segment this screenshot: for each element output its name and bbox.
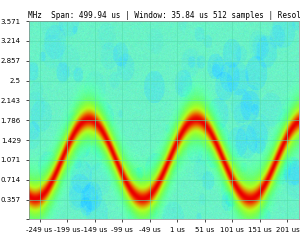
Text: MHz  Span: 499.94 us | Window: 35.84 us 512 samples | Resolution: 27.9017857 kHz: MHz Span: 499.94 us | Window: 35.84 us 5… bbox=[28, 11, 300, 20]
